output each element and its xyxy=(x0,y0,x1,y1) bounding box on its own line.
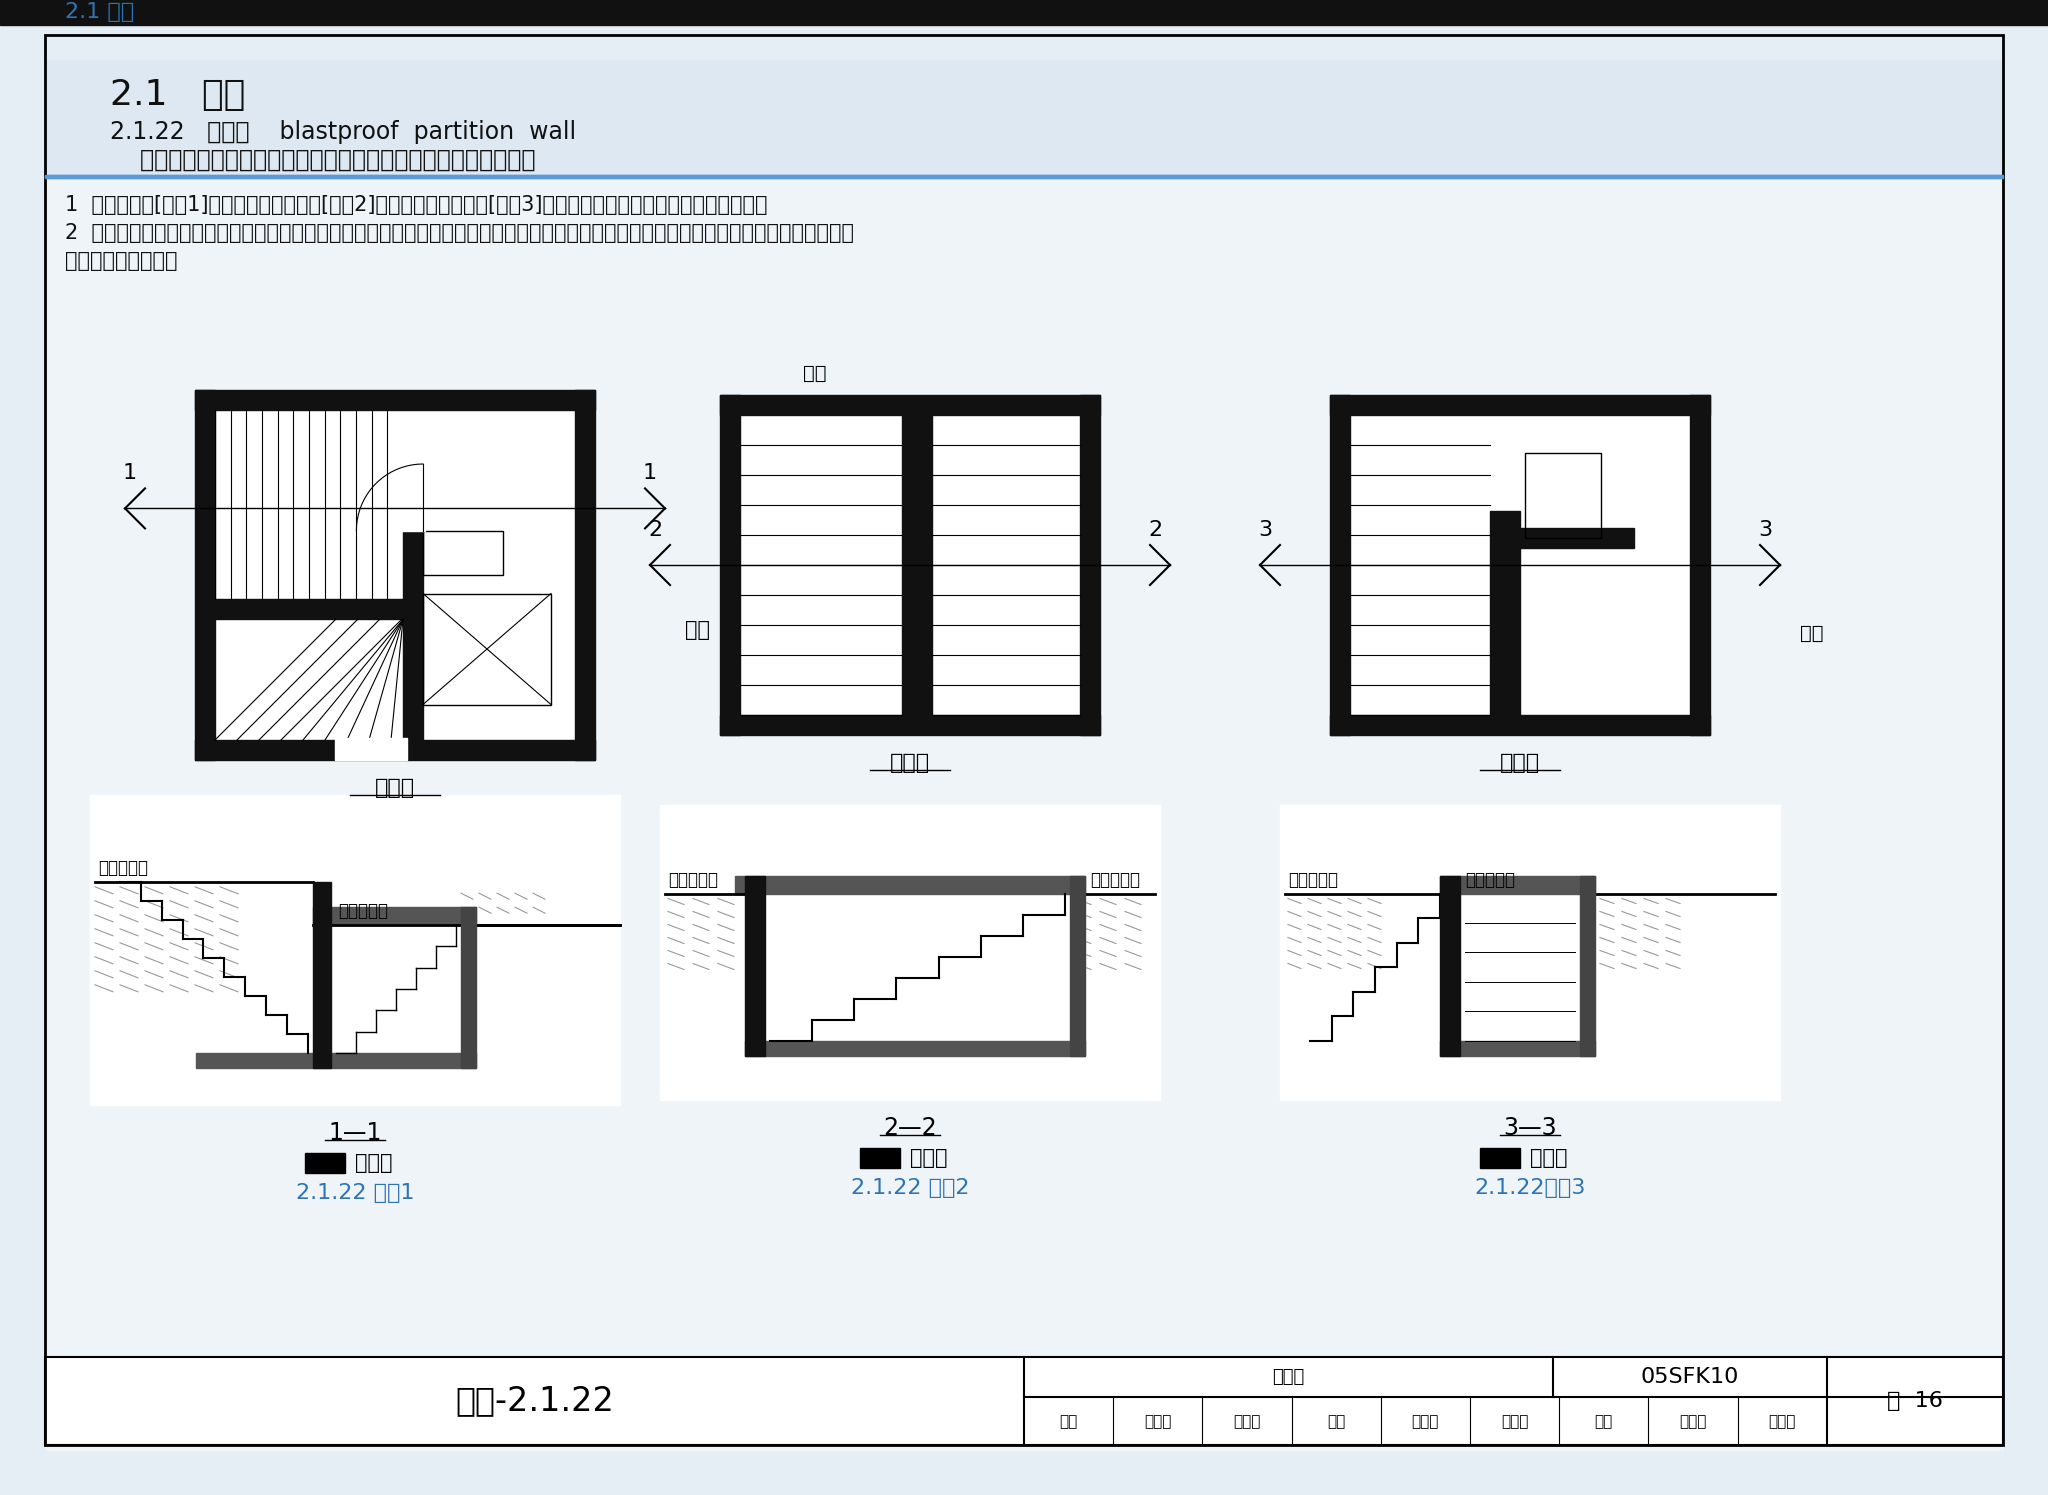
Bar xyxy=(745,876,766,1055)
Text: 3: 3 xyxy=(1757,520,1772,540)
Bar xyxy=(403,525,424,740)
Text: 术语-2.1.22: 术语-2.1.22 xyxy=(455,1384,614,1417)
Bar xyxy=(45,175,2003,178)
Bar xyxy=(1329,715,1710,736)
Text: 马希荣: 马希荣 xyxy=(1145,1414,1171,1429)
Text: 王焕英: 王焕英 xyxy=(1501,1414,1528,1429)
Bar xyxy=(195,740,596,759)
Bar xyxy=(659,804,1159,1100)
Text: 1: 1 xyxy=(643,463,657,483)
Bar xyxy=(90,795,621,1105)
Bar xyxy=(735,876,1085,894)
Text: 王焕东: 王焕东 xyxy=(1411,1414,1440,1429)
Bar xyxy=(1524,453,1602,538)
Bar xyxy=(1329,395,1710,416)
Bar xyxy=(313,907,475,925)
Text: 2.1.22 图示2: 2.1.22 图示2 xyxy=(850,1178,969,1197)
Text: 2.1   术语: 2.1 术语 xyxy=(111,78,246,112)
Bar xyxy=(1440,1041,1595,1055)
Text: 室外地平面: 室外地平面 xyxy=(1288,870,1337,888)
Text: 2.1 术语: 2.1 术语 xyxy=(66,1,133,22)
Text: 一侧直接受空气冲击波作用，另一侧为防空地下室内部的墙体。: 一侧直接受空气冲击波作用，另一侧为防空地下室内部的墙体。 xyxy=(111,148,535,172)
Text: 墙的计算有所不同。: 墙的计算有所不同。 xyxy=(66,251,178,271)
Text: 平面图: 平面图 xyxy=(891,753,930,773)
Bar xyxy=(197,1052,475,1067)
Text: 审核: 审核 xyxy=(1059,1414,1077,1429)
Text: 上官芳: 上官芳 xyxy=(1233,1414,1262,1429)
Text: 2.1.22 图示1: 2.1.22 图示1 xyxy=(295,1183,414,1203)
Text: 临空墙: 临空墙 xyxy=(354,1153,393,1174)
Text: 室内: 室内 xyxy=(803,363,827,383)
Bar xyxy=(195,390,596,759)
Bar xyxy=(1481,1148,1520,1168)
Bar xyxy=(45,1357,2003,1446)
Bar xyxy=(1069,876,1085,1055)
Bar xyxy=(0,0,2048,25)
Text: 赵贵华: 赵贵华 xyxy=(1679,1414,1706,1429)
Bar xyxy=(195,390,215,759)
Text: 姜重平: 姜重平 xyxy=(1769,1414,1796,1429)
Bar xyxy=(424,531,504,576)
Text: 首层地平面: 首层地平面 xyxy=(1464,870,1516,888)
Bar xyxy=(860,1148,899,1168)
Bar xyxy=(721,715,1100,736)
Text: 平面图: 平面图 xyxy=(1499,753,1540,773)
Text: 3: 3 xyxy=(1257,520,1272,540)
Text: 2—2: 2—2 xyxy=(883,1115,936,1141)
Text: 1—1: 1—1 xyxy=(328,1121,381,1145)
Bar xyxy=(745,1041,1085,1055)
Text: 05SFK10: 05SFK10 xyxy=(1640,1368,1739,1387)
Text: 页  16: 页 16 xyxy=(1886,1390,1944,1411)
Bar xyxy=(195,390,596,410)
Bar xyxy=(1329,395,1350,736)
Bar xyxy=(721,395,739,736)
Bar xyxy=(1690,395,1710,736)
Bar xyxy=(313,882,330,1067)
Text: 图集号: 图集号 xyxy=(1272,1368,1305,1386)
Bar xyxy=(1489,511,1520,715)
Bar xyxy=(903,416,932,715)
Text: 2: 2 xyxy=(647,520,662,540)
Text: 室外地平面: 室外地平面 xyxy=(98,858,147,876)
Text: 1: 1 xyxy=(123,463,137,483)
Text: 平面图: 平面图 xyxy=(375,777,416,798)
Text: 临空墙: 临空墙 xyxy=(909,1148,948,1168)
Text: 2.1.22   临空墙    blastproof  partition  wall: 2.1.22 临空墙 blastproof partition wall xyxy=(111,120,575,144)
Bar xyxy=(1520,528,1634,549)
Bar xyxy=(1440,876,1595,894)
Bar xyxy=(461,907,475,1067)
Bar xyxy=(45,175,2003,178)
Bar xyxy=(401,463,426,531)
Text: 2  临空墙的定义十分明确，墙的一侧为室内，另一侧为室外空气；而防护密闭门的门框墙可作为一种特殊的临空墙看待，在结构计算中与临空: 2 临空墙的定义十分明确，墙的一侧为室内，另一侧为室外空气；而防护密闭门的门框墙… xyxy=(66,223,854,244)
Text: 室内: 室内 xyxy=(1800,623,1823,643)
Bar xyxy=(721,395,1100,416)
Bar xyxy=(575,390,596,759)
Text: 1  室内出入口[图示1]、独立式室外出入口[图示2]、附壁式室外出入口[图示3]三种口部形式的临空墙示意分别见图示；: 1 室内出入口[图示1]、独立式室外出入口[图示2]、附壁式室外出入口[图示3]… xyxy=(66,194,768,215)
Bar xyxy=(1579,876,1595,1055)
Text: 室内: 室内 xyxy=(684,620,711,640)
Bar xyxy=(1440,876,1460,1055)
Bar xyxy=(305,1153,344,1174)
Bar xyxy=(45,1357,2003,1446)
Text: 2: 2 xyxy=(1149,520,1161,540)
Bar xyxy=(1079,395,1100,736)
Bar xyxy=(45,60,2003,175)
Bar xyxy=(1329,395,1710,736)
Bar xyxy=(1280,804,1780,1100)
Text: 校对: 校对 xyxy=(1327,1414,1346,1429)
Text: 临空墙: 临空墙 xyxy=(1530,1148,1567,1168)
Text: 2.1.22图示3: 2.1.22图示3 xyxy=(1475,1178,1585,1197)
Bar xyxy=(424,594,551,704)
Text: 设计: 设计 xyxy=(1595,1414,1614,1429)
Text: 首层地平面: 首层地平面 xyxy=(338,901,389,921)
Bar xyxy=(721,395,1100,736)
Text: 3—3: 3—3 xyxy=(1503,1115,1556,1141)
Bar xyxy=(215,599,403,619)
Text: 室外地平面: 室外地平面 xyxy=(1090,870,1141,888)
Text: 首层地平面: 首层地平面 xyxy=(668,870,719,888)
Bar xyxy=(336,739,408,759)
